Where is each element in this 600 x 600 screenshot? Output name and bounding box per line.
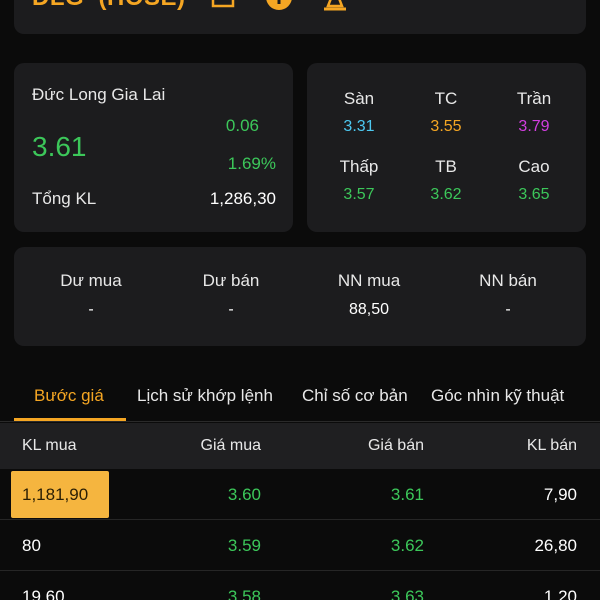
stat-label: Dư bán bbox=[202, 271, 260, 290]
reference-prices-card: Sàn 3.31 TC 3.55 Trần 3.79 Thấp 3.57 TB … bbox=[307, 63, 586, 232]
surplus-sell: Dư bán - bbox=[171, 271, 291, 319]
col-ask-volume: KL bán bbox=[526, 437, 577, 454]
ref-value: 3.31 bbox=[343, 118, 375, 135]
bid-price: 3.59 bbox=[227, 536, 261, 555]
header-bar: DLG (HOSE) bbox=[14, 0, 586, 34]
ref-value: 3.79 bbox=[518, 118, 550, 135]
highlight-cell bbox=[11, 471, 109, 518]
bid-price: 3.58 bbox=[227, 587, 261, 600]
company-name: Đức Long Gia Lai bbox=[32, 85, 166, 104]
ref-reference: TC 3.55 bbox=[401, 89, 491, 136]
table-row[interactable]: 19,60 3.58 3.63 1,20 bbox=[0, 571, 600, 600]
bid-price: 3.60 bbox=[227, 485, 261, 504]
tab-match-history[interactable]: Lịch sử khớp lệnh bbox=[137, 386, 273, 405]
price-change-percent: 1.69% bbox=[227, 154, 276, 173]
export-icon[interactable] bbox=[208, 0, 238, 12]
ref-value: 3.55 bbox=[430, 118, 462, 135]
stat-value: - bbox=[228, 301, 234, 318]
stat-value: 88,50 bbox=[348, 301, 390, 318]
ask-volume: 26,80 bbox=[534, 536, 577, 555]
ask-price: 3.62 bbox=[390, 536, 424, 555]
ask-price: 3.61 bbox=[390, 485, 424, 504]
ref-floor: Sàn 3.31 bbox=[314, 89, 404, 136]
stat-label: NN bán bbox=[479, 271, 537, 290]
ask-volume: 1,20 bbox=[543, 587, 577, 600]
total-volume-value: 1,286,30 bbox=[209, 189, 276, 208]
ref-value: 3.65 bbox=[518, 186, 550, 203]
table-row[interactable]: 80 3.59 3.62 26,80 bbox=[0, 520, 600, 571]
tab-fundamentals[interactable]: Chỉ số cơ bản bbox=[302, 386, 408, 405]
ref-average: TB 3.62 bbox=[401, 157, 491, 204]
stat-value: - bbox=[505, 301, 511, 318]
current-price: 3.61 bbox=[32, 131, 87, 162]
foreign-sell: NN bán - bbox=[448, 271, 568, 319]
tab-price-steps[interactable]: Bước giá bbox=[34, 386, 104, 405]
ref-value: 3.62 bbox=[430, 186, 462, 203]
ref-label: Cao bbox=[518, 157, 550, 176]
price-summary-card: Đức Long Gia Lai 3.61 0.06 1.69% Tổng KL… bbox=[14, 63, 293, 232]
ask-volume: 7,90 bbox=[543, 485, 577, 504]
add-icon[interactable] bbox=[264, 0, 294, 12]
ref-label: Trần bbox=[516, 89, 552, 108]
bid-volume: 19,60 bbox=[22, 587, 65, 600]
table-row[interactable]: 1,181,90 3.60 3.61 7,90 bbox=[0, 469, 600, 520]
active-tab-indicator bbox=[14, 418, 126, 421]
ref-label: Thấp bbox=[339, 157, 379, 176]
alert-icon[interactable] bbox=[320, 0, 350, 12]
bid-volume: 1,181,90 bbox=[22, 485, 89, 504]
ref-high: Cao 3.65 bbox=[489, 157, 579, 204]
bid-volume: 80 bbox=[22, 536, 41, 555]
stat-label: NN mua bbox=[337, 271, 401, 290]
price-change: 0.06 bbox=[225, 116, 259, 135]
detail-tabs: Bước giá Lịch sử khớp lệnh Chỉ số cơ bản… bbox=[0, 376, 600, 422]
col-bid-price: Giá mua bbox=[200, 437, 261, 454]
ask-price: 3.63 bbox=[390, 587, 424, 600]
ref-low: Thấp 3.57 bbox=[314, 157, 404, 204]
foreign-buy: NN mua 88,50 bbox=[309, 271, 429, 319]
ref-value: 3.57 bbox=[343, 186, 375, 203]
ticker-title: DLG (HOSE) bbox=[32, 0, 186, 12]
stat-value: - bbox=[88, 301, 94, 318]
ref-label: Sàn bbox=[343, 89, 375, 108]
surplus-buy: Dư mua - bbox=[31, 271, 151, 319]
ref-label: TC bbox=[434, 89, 458, 108]
tab-technical-view[interactable]: Góc nhìn kỹ thuật bbox=[431, 386, 565, 405]
orderbook-header: KL mua Giá mua Giá bán KL bán bbox=[0, 423, 600, 469]
total-volume-label: Tổng KL bbox=[32, 189, 97, 208]
ref-label: TB bbox=[435, 157, 457, 176]
surplus-foreign-card: Dư mua - Dư bán - NN mua 88,50 NN bán - bbox=[14, 247, 586, 346]
col-ask-price: Giá bán bbox=[367, 437, 424, 454]
col-bid-volume: KL mua bbox=[22, 437, 77, 454]
ref-ceiling: Trần 3.79 bbox=[489, 89, 579, 136]
stat-label: Dư mua bbox=[60, 271, 122, 290]
